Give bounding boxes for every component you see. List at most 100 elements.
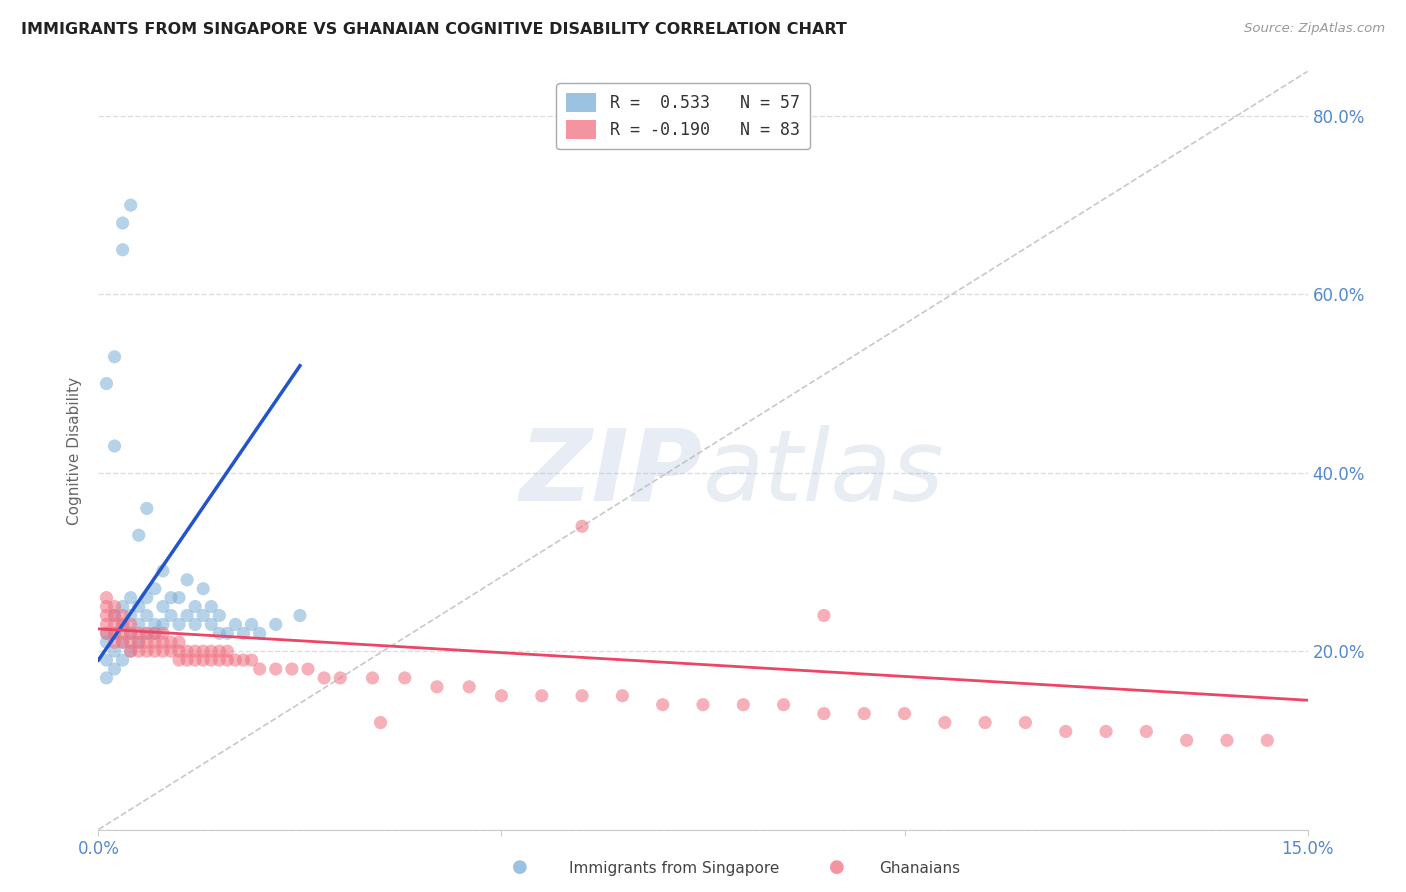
Point [217,644,239,658]
Point [193,608,215,623]
Point [120,626,142,640]
Point [103,626,125,640]
Point [135,635,157,649]
Point [167,617,190,632]
Point [249,626,271,640]
Point [103,617,125,632]
Point [103,350,125,364]
Point [297,662,319,676]
Point [217,653,239,667]
Point [232,653,254,667]
Point [135,501,157,516]
Point [111,608,134,623]
Point [458,680,481,694]
Point [200,617,222,632]
Point [530,689,553,703]
Point [264,662,287,676]
Point [152,564,174,578]
Point [167,644,190,658]
Point [103,599,125,614]
Point [128,644,150,658]
Point [193,644,215,658]
Text: ●: ● [512,858,529,876]
Point [152,617,174,632]
Point [152,635,174,649]
Point [1095,724,1118,739]
Point [167,635,190,649]
Point [160,644,183,658]
Point [120,617,142,632]
Y-axis label: Cognitive Disability: Cognitive Disability [67,376,83,524]
Text: Immigrants from Singapore: Immigrants from Singapore [569,861,780,876]
Point [128,528,150,542]
Point [135,626,157,640]
Point [103,608,125,623]
Point [128,635,150,649]
Point [120,198,142,212]
Legend: R =  0.533   N = 57, R = -0.190   N = 83: R = 0.533 N = 57, R = -0.190 N = 83 [557,84,810,149]
Point [111,635,134,649]
Text: ZIP: ZIP [520,425,703,522]
Point [733,698,755,712]
Point [128,617,150,632]
Point [176,608,198,623]
Point [1054,724,1077,739]
Point [135,626,157,640]
Point [143,582,166,596]
Point [224,617,246,632]
Point [135,608,157,623]
Point [491,689,513,703]
Point [96,591,118,605]
Point [120,635,142,649]
Point [96,671,118,685]
Point [111,617,134,632]
Point [96,653,118,667]
Point [208,644,231,658]
Point [249,662,271,676]
Point [96,376,118,391]
Point [143,626,166,640]
Point [200,599,222,614]
Point [120,644,142,658]
Point [120,608,142,623]
Point [184,644,207,658]
Point [853,706,876,721]
Point [103,439,125,453]
Point [224,653,246,667]
Text: Source: ZipAtlas.com: Source: ZipAtlas.com [1244,22,1385,36]
Point [208,653,231,667]
Point [176,653,198,667]
Point [120,626,142,640]
Point [240,617,263,632]
Point [974,715,997,730]
Point [96,599,118,614]
Point [160,591,183,605]
Point [184,617,207,632]
Point [103,644,125,658]
Point [370,715,392,730]
Point [96,626,118,640]
Point [1256,733,1278,747]
Point [208,608,231,623]
Point [184,599,207,614]
Point [96,617,118,632]
Point [361,671,384,685]
Point [772,698,794,712]
Text: Ghanaians: Ghanaians [879,861,960,876]
Point [111,626,134,640]
Point [176,573,198,587]
Point [571,519,593,533]
Point [184,653,207,667]
Point [193,653,215,667]
Point [232,626,254,640]
Point [200,653,222,667]
Point [193,582,215,596]
Point [111,653,134,667]
Point [135,644,157,658]
Point [111,243,134,257]
Point [1216,733,1239,747]
Point [152,626,174,640]
Point [143,635,166,649]
Point [1135,724,1157,739]
Point [264,617,287,632]
